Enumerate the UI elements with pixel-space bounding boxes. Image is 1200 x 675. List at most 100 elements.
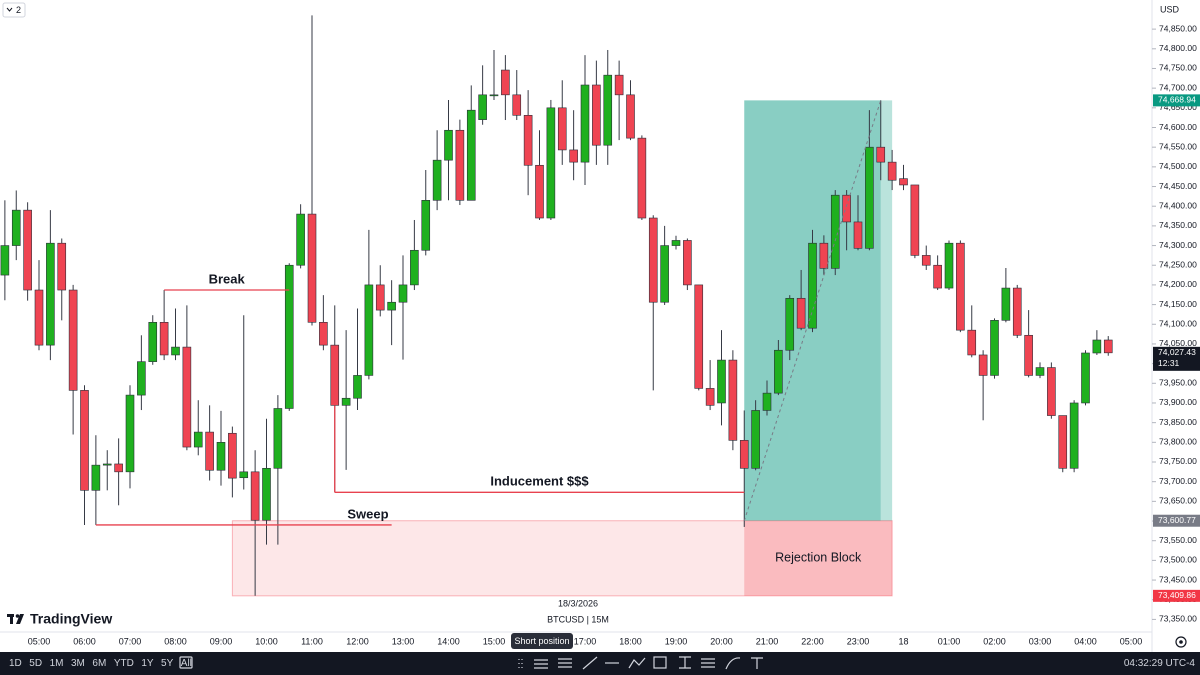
lines-tool[interactable]	[534, 659, 548, 669]
candle-body	[944, 242, 954, 289]
timeframe-button[interactable]: YTD	[114, 658, 134, 669]
candle-body	[375, 284, 385, 311]
candle-body	[102, 463, 112, 466]
y-tick-label: 73,950.00	[1159, 378, 1197, 388]
timeframe-button[interactable]: 5Y	[161, 658, 174, 669]
candle-body	[125, 394, 135, 473]
candle-body	[774, 349, 783, 394]
candle-body	[967, 329, 977, 356]
y-tick-label: 73,750.00	[1159, 456, 1197, 466]
annotations: Rejection Block Break Sweep Inducement $$$	[95, 100, 882, 565]
rect-tool[interactable]	[653, 656, 667, 669]
time-scale: 05:00 06:00 07:00 08:00 09:00 10:00 11:00 12:00…	[28, 636, 1143, 646]
y-tick-label: 74,850.00	[1159, 23, 1197, 33]
currency: USD	[1160, 4, 1180, 14]
curve-tool[interactable]	[725, 657, 741, 670]
candle-body	[478, 94, 487, 120]
level-label: Inducement $$$	[490, 474, 589, 489]
x-tick-label: 08:00	[164, 636, 187, 646]
x-tick-label: 13:00	[392, 636, 415, 646]
text-tool[interactable]	[751, 657, 763, 669]
fib-tool[interactable]	[558, 658, 572, 668]
candle-body	[410, 249, 419, 286]
timeframe-button[interactable]: 1Y	[141, 658, 154, 669]
candle-body	[842, 194, 851, 223]
y-tick-label: 74,650.00	[1159, 102, 1197, 112]
candle-body	[432, 159, 442, 201]
candle-body	[956, 242, 965, 331]
x-tick-label: 04:00	[1074, 636, 1097, 646]
timeframe-button[interactable]: 1M	[50, 658, 64, 669]
y-tick-label: 74,600.00	[1159, 122, 1197, 132]
badge[interactable]	[2, 2, 26, 18]
grip-icon	[518, 659, 523, 668]
candle-body	[1069, 402, 1079, 469]
candle-body	[1035, 367, 1045, 376]
candle-body	[1024, 334, 1033, 376]
y-tick-label: 74,450.00	[1159, 181, 1197, 191]
price-tag	[1153, 346, 1200, 371]
bottom-toolbar	[0, 652, 1200, 675]
x-tick-label: 01:00	[938, 636, 961, 646]
candle-body	[330, 344, 340, 406]
candle-body	[250, 471, 260, 521]
x-tick-label: 18	[898, 636, 908, 646]
x-tick-label: 10:00	[255, 636, 278, 646]
candle-body	[91, 464, 101, 491]
candle-body	[683, 240, 692, 286]
price-tag	[1153, 94, 1200, 107]
tooltip: Short position	[514, 636, 569, 646]
x-tick-label: 20:00	[710, 636, 733, 646]
badge-chevron	[6, 7, 13, 12]
candle-body	[603, 74, 613, 146]
trend-tool[interactable]	[582, 656, 598, 670]
candle-body	[398, 284, 408, 303]
calendar-icon[interactable]	[179, 656, 193, 669]
candle-body	[785, 297, 795, 351]
candle-body	[296, 213, 305, 266]
x-tick-label: 11:00	[301, 636, 323, 646]
settings-icon[interactable]	[1175, 636, 1187, 648]
candle-body	[193, 431, 203, 448]
candle-body	[1092, 339, 1102, 354]
path-tool[interactable]	[628, 657, 646, 669]
candle-body	[990, 320, 999, 376]
timeframe-button[interactable]: All	[181, 658, 192, 669]
countdown: 12:31	[1158, 358, 1180, 368]
candle-body	[796, 297, 806, 329]
pattern-tool[interactable]	[701, 658, 715, 668]
x-tick-label: 15:00	[483, 636, 506, 646]
candle-body	[216, 442, 226, 471]
timeframe-button[interactable]: 3M	[71, 658, 85, 669]
candle-body	[137, 361, 146, 396]
candle-body	[694, 284, 704, 389]
timeframe-button[interactable]: 6M	[92, 658, 106, 669]
x-tick-label: 06:00	[73, 636, 96, 646]
candle-body	[660, 245, 669, 303]
timeframes: 1D 5D 1M 3M 6M YTD 1Y 5Y All	[9, 658, 192, 669]
range-tool[interactable]	[679, 656, 691, 669]
x-tick-label: 05:00	[28, 636, 51, 646]
y-tick-label: 74,100.00	[1159, 319, 1197, 329]
timeframe-button[interactable]: 1D	[9, 658, 22, 669]
y-tick-label: 74,300.00	[1159, 240, 1197, 250]
candle-body	[341, 397, 351, 406]
logo-part	[16, 614, 24, 624]
toolbar-icons	[179, 656, 763, 670]
y-tick-label: 74,800.00	[1159, 43, 1197, 53]
candle-body	[1081, 352, 1090, 404]
date-label: 18/3/2026	[558, 598, 598, 608]
timeframe-button[interactable]: 5D	[29, 658, 42, 669]
candle-body	[592, 84, 601, 146]
candle-body	[523, 115, 533, 166]
candle-body	[978, 354, 988, 376]
y-tick-label: 74,200.00	[1159, 279, 1197, 289]
candle-body	[228, 432, 237, 479]
candle-body	[501, 69, 510, 96]
candle-body	[46, 242, 55, 346]
logo-part	[10, 614, 13, 624]
position-path	[743, 100, 882, 521]
x-tick-label: 22:00	[801, 636, 824, 646]
